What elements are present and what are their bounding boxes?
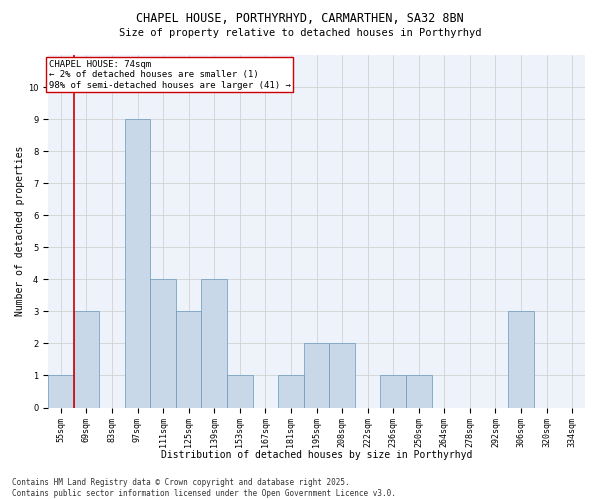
Bar	[48, 376, 74, 408]
Text: CHAPEL HOUSE, PORTHYRHYD, CARMARTHEN, SA32 8BN: CHAPEL HOUSE, PORTHYRHYD, CARMARTHEN, SA…	[136, 12, 464, 26]
Text: Contains HM Land Registry data © Crown copyright and database right 2025.
Contai: Contains HM Land Registry data © Crown c…	[12, 478, 396, 498]
Bar	[278, 376, 304, 408]
Bar	[304, 344, 329, 407]
Bar	[508, 312, 534, 408]
Bar	[74, 312, 99, 408]
Bar	[406, 376, 431, 408]
Bar	[227, 376, 253, 408]
Bar	[202, 280, 227, 407]
Bar	[329, 344, 355, 407]
Y-axis label: Number of detached properties: Number of detached properties	[15, 146, 25, 316]
Text: CHAPEL HOUSE: 74sqm
← 2% of detached houses are smaller (1)
98% of semi-detached: CHAPEL HOUSE: 74sqm ← 2% of detached hou…	[49, 60, 290, 90]
Text: Size of property relative to detached houses in Porthyrhyd: Size of property relative to detached ho…	[119, 28, 481, 38]
X-axis label: Distribution of detached houses by size in Porthyrhyd: Distribution of detached houses by size …	[161, 450, 472, 460]
Bar	[150, 280, 176, 407]
Bar	[125, 119, 150, 408]
Bar	[176, 312, 202, 408]
Bar	[380, 376, 406, 408]
